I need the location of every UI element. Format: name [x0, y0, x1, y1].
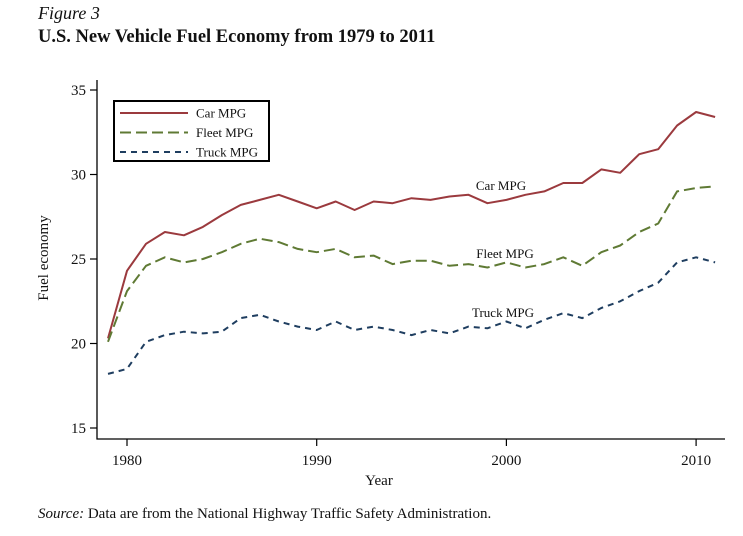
source-label: Source: — [38, 506, 85, 522]
series-line-fleet-mpg — [107, 185, 716, 343]
series-line-car-mpg — [107, 111, 716, 339]
legend-label: Fleet MPG — [196, 125, 253, 140]
series-annotation: Car MPG — [476, 178, 526, 193]
y-tick-label: 25 — [71, 252, 86, 268]
x-tick-label: 1980 — [112, 453, 142, 469]
chart-title: U.S. New Vehicle Fuel Economy from 1979 … — [38, 27, 436, 47]
x-tick-label: 2000 — [491, 453, 521, 469]
y-tick-label: 20 — [71, 337, 86, 353]
y-tick-label: 35 — [71, 83, 86, 99]
series-line-truck-mpg — [107, 256, 716, 375]
series-annotation: Truck MPG — [472, 305, 534, 320]
x-tick-label: 2010 — [681, 453, 711, 469]
x-tick-label: 1990 — [302, 453, 332, 469]
source-note: Source: Data are from the National Highw… — [38, 506, 491, 523]
figure-label: Figure 3 — [38, 3, 100, 23]
y-tick-label: 30 — [71, 168, 86, 184]
legend-label: Car MPG — [196, 106, 246, 121]
legend-box — [113, 100, 270, 162]
y-axis-label: Fuel economy — [36, 215, 52, 301]
x-axis-label: Year — [365, 473, 393, 489]
series-annotation: Fleet MPG — [476, 246, 533, 261]
source-text: Data are from the National Highway Traff… — [84, 506, 492, 522]
legend-label: Truck MPG — [196, 145, 258, 160]
y-tick-label: 15 — [71, 421, 86, 437]
